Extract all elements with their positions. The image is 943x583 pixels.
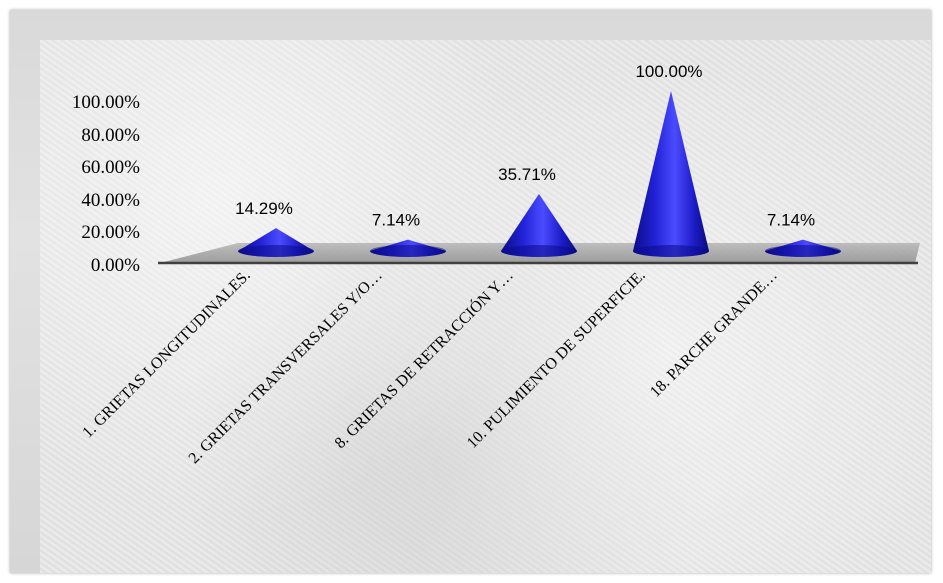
y-tick-label: 60.00%	[81, 157, 140, 178]
data-label: 100.00%	[635, 62, 702, 81]
cone-base	[501, 245, 577, 257]
cone-base	[765, 245, 841, 257]
data-label: 7.14%	[767, 211, 815, 230]
cone-body	[633, 91, 709, 257]
data-label: 14.29%	[235, 199, 293, 218]
data-label: 7.14%	[372, 211, 420, 230]
cone-body	[501, 193, 577, 257]
y-axis-ticks: 0.00% 20.00% 40.00% 60.00% 80.00% 100.00…	[72, 92, 140, 276]
chart-frame	[10, 10, 931, 573]
cone-base	[370, 245, 446, 257]
cone-bar	[238, 228, 314, 257]
y-tick-label: 40.00%	[81, 190, 140, 211]
cone-bar	[370, 239, 446, 257]
data-labels: 14.29% 7.14% 35.71% 100.00% 7.14%	[235, 62, 815, 230]
y-tick-label: 20.00%	[81, 222, 140, 243]
category-labels: 1. GRIETAS LONGITUDINALES.2. GRIETAS TRA…	[79, 265, 781, 467]
category-label: 18. PARCHE GRANDE…	[647, 267, 781, 401]
y-tick-label: 0.00%	[91, 255, 140, 276]
cone-bar	[765, 239, 841, 257]
cone-base	[238, 245, 314, 257]
y-tick-label: 100.00%	[72, 92, 140, 113]
cone-bar	[501, 193, 577, 257]
cone-bar	[633, 91, 709, 257]
y-tick-label: 80.00%	[81, 125, 140, 146]
cone-series	[238, 91, 841, 257]
chart-background	[40, 40, 931, 573]
data-label: 35.71%	[498, 165, 556, 184]
cone-base	[633, 245, 709, 257]
